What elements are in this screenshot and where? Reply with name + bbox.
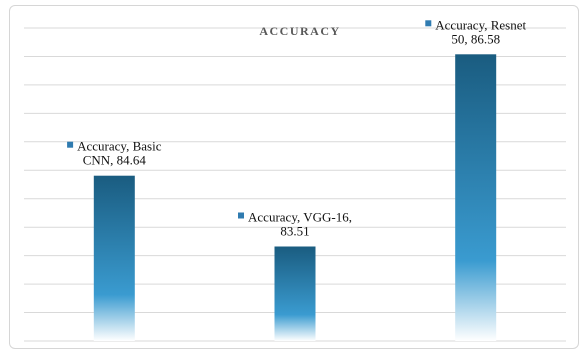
chart-title: ACCURACY <box>259 24 340 38</box>
bar-resnet <box>455 54 497 342</box>
data-label-line: 83.51 <box>280 224 309 239</box>
data-label-line: Accuracy, Resnet <box>435 17 526 32</box>
bar-basic-cnn <box>93 175 135 341</box>
legend-key-icon <box>425 20 432 27</box>
data-label-line: Accuracy, VGG-16, <box>248 210 352 225</box>
data-label-line: CNN, 84.64 <box>83 153 147 168</box>
data-label: Accuracy, VGG-16,83.51 <box>238 210 352 239</box>
data-label-line: 50, 86.58 <box>451 31 500 46</box>
bar-vgg-16 <box>274 246 316 341</box>
legend-key-icon <box>67 141 74 148</box>
legend-key-icon <box>238 212 244 219</box>
data-label-line: Accuracy, Basic <box>77 139 162 154</box>
bars-group <box>93 54 497 342</box>
